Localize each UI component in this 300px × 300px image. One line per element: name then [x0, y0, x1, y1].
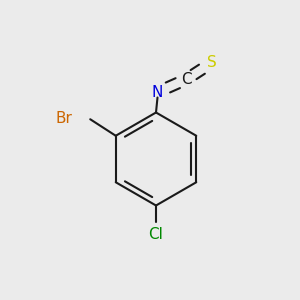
Text: C: C: [181, 72, 191, 87]
Text: N: N: [152, 85, 163, 100]
Text: Br: Br: [56, 111, 73, 126]
Text: S: S: [207, 56, 216, 70]
Text: Cl: Cl: [148, 227, 164, 242]
